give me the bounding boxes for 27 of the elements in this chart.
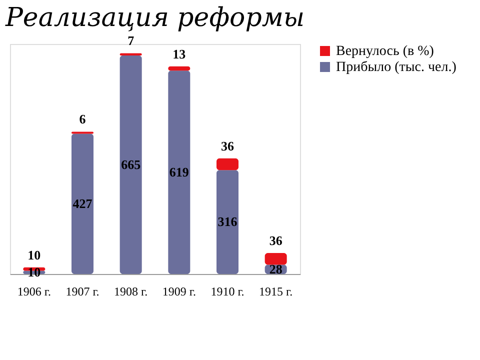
data-label: 36 — [269, 232, 283, 248]
data-label: 619 — [169, 164, 190, 180]
bar — [216, 158, 238, 170]
chart-title: Реализация реформы — [4, 3, 305, 34]
x-tick-label: 1910 г. — [210, 284, 244, 298]
legend-label: Прибыло (тыс. чел.) — [336, 60, 457, 75]
data-label: 13 — [172, 46, 186, 62]
x-tick-label: 1908 г. — [114, 284, 148, 298]
bar — [168, 70, 190, 274]
bar — [120, 56, 142, 274]
data-label: 6 — [79, 112, 86, 127]
data-label: 10 — [28, 247, 41, 262]
x-tick-label: 1907 г. — [66, 284, 100, 298]
data-label: 36 — [221, 138, 234, 154]
x-tick-label: 1915 г. — [259, 284, 293, 298]
bar — [72, 134, 94, 274]
bar — [168, 66, 190, 71]
bar — [264, 252, 287, 265]
x-tick-label: 1909 г. — [162, 284, 196, 298]
data-label: 316 — [218, 214, 238, 230]
x-tick-label: 1906 г. — [17, 284, 51, 298]
data-label: 427 — [72, 196, 93, 211]
data-label: 28 — [269, 261, 283, 276]
data-label: 7 — [128, 33, 135, 48]
data-label: 665 — [121, 156, 142, 172]
bar — [216, 170, 238, 274]
legend-label: Вернулось (в %) — [336, 44, 434, 59]
